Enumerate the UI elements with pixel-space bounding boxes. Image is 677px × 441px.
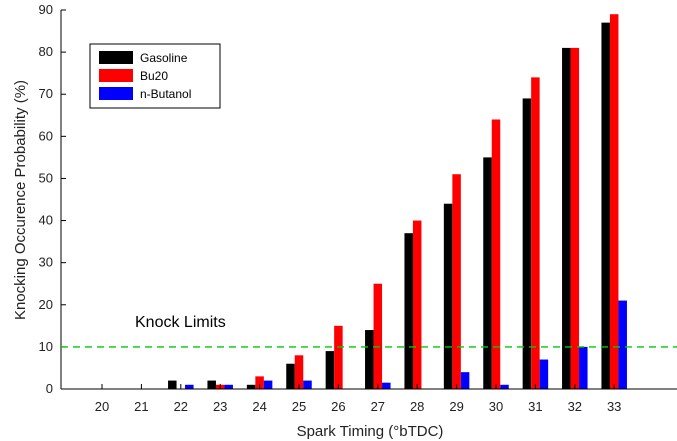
x-tick-label: 26 (331, 399, 345, 414)
y-tick-label: 40 (39, 213, 53, 228)
legend-swatch (99, 87, 133, 100)
y-tick-label: 90 (39, 2, 53, 17)
axes: 0 10 20 30 40 50 60 70 80 90 20 21 22 23 24 25 26 27 28 29 3… (39, 2, 677, 414)
bar-n-butanol (500, 384, 509, 389)
bar-bu20 (294, 355, 304, 389)
bar-bu20 (452, 174, 461, 389)
bar-bu20 (412, 220, 422, 389)
x-tick-label: 22 (174, 399, 188, 414)
x-tick-label: 20 (95, 399, 109, 414)
legend-swatch (99, 69, 133, 82)
legend-label: Gasoline (140, 51, 188, 65)
bar-gasoline (404, 233, 413, 389)
bar-bu20 (491, 119, 501, 389)
y-tick-label: 20 (39, 297, 53, 312)
bar-n-butanol (224, 384, 233, 389)
x-tick-label: 30 (489, 399, 503, 414)
plot-area (168, 14, 627, 390)
y-axis-label: Knocking Occurence Probability (%) (12, 80, 29, 320)
x-tick-label: 33 (607, 399, 621, 414)
bar-gasoline (207, 380, 216, 389)
legend-label: Bu20 (140, 69, 168, 83)
x-tick-label: 32 (568, 399, 582, 414)
bar-gasoline (168, 380, 177, 389)
y-tick-label: 10 (39, 339, 53, 354)
bar-bu20 (255, 376, 264, 389)
x-tick-label: 25 (292, 399, 306, 414)
y-tick-label: 50 (39, 170, 53, 185)
y-tick-label: 80 (39, 44, 53, 59)
bar-gasoline (601, 22, 610, 390)
x-tick-label: 23 (213, 399, 227, 414)
bar-n-butanol (579, 346, 588, 389)
legend-swatch (99, 51, 133, 64)
bar-gasoline (325, 351, 335, 389)
bar-gasoline (483, 157, 492, 389)
bar-n-butanol (263, 380, 273, 389)
bar-gasoline (562, 47, 571, 390)
y-tick-label: 0 (46, 381, 53, 396)
legend-label: n-Butanol (140, 87, 191, 101)
bar-gasoline (286, 363, 295, 389)
legend: Gasoline Bu20 n-Butanol (89, 43, 221, 109)
bar-bu20 (373, 283, 383, 389)
x-tick-label: 29 (449, 399, 463, 414)
y-tick-label: 60 (39, 128, 53, 143)
bar-bu20 (609, 14, 619, 389)
y-tick-label: 70 (39, 86, 53, 101)
knock-limits-annotation: Knock Limits (135, 314, 226, 331)
bar-bu20 (570, 47, 580, 390)
bar-bu20 (334, 325, 343, 389)
x-tick-label: 28 (410, 399, 424, 414)
y-tick-label: 30 (39, 255, 53, 270)
bar-bu20 (531, 77, 540, 389)
bar-n-butanol (460, 372, 470, 389)
bar-gasoline (443, 203, 453, 389)
x-tick-label: 24 (252, 399, 266, 414)
bar-n-butanol (185, 384, 194, 389)
bar-gasoline (522, 98, 532, 389)
bar-n-butanol (539, 359, 549, 389)
bar-n-butanol (303, 380, 312, 389)
x-tick-label: 27 (371, 399, 385, 414)
bar-gasoline (365, 330, 374, 389)
x-tick-label: 21 (134, 399, 148, 414)
x-axis-label: Spark Timing (°bTDC) (297, 423, 444, 440)
bar-n-butanol (382, 382, 391, 389)
bar-n-butanol (618, 300, 627, 389)
bar-gasoline (246, 384, 256, 389)
x-tick-label: 31 (528, 399, 542, 414)
